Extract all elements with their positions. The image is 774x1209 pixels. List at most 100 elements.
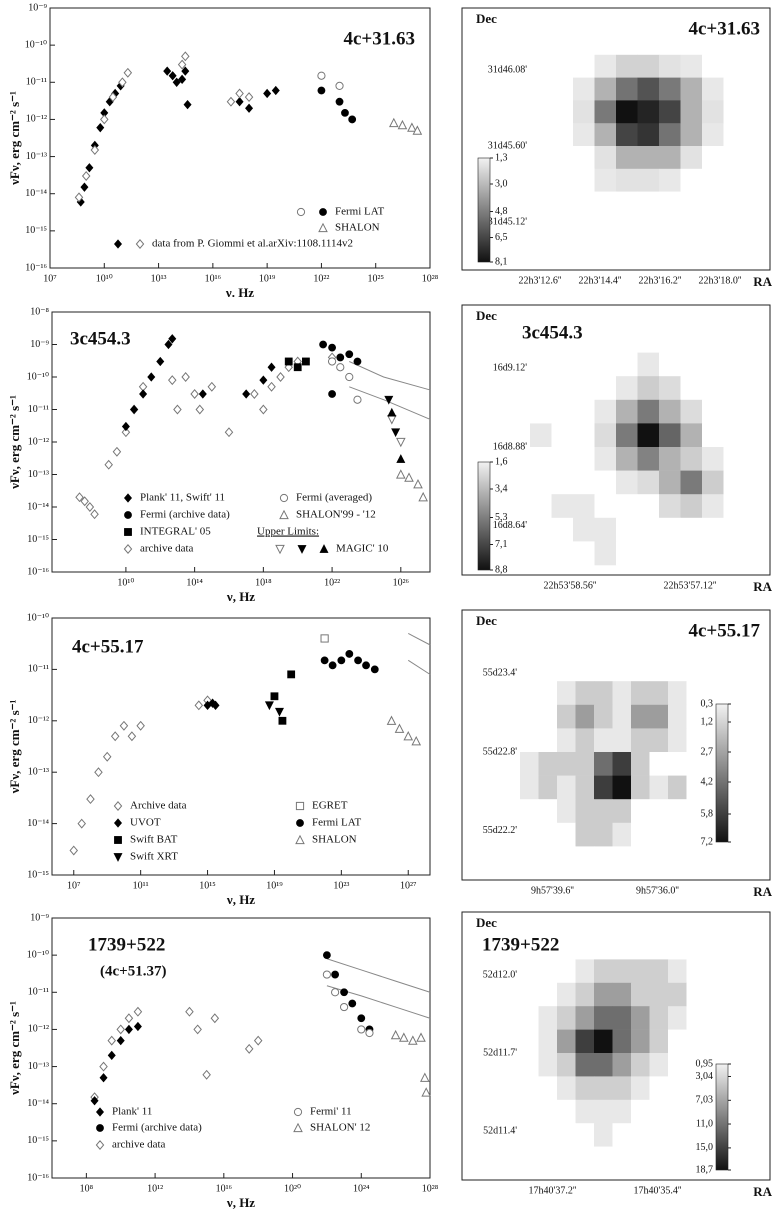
y-tick-label: 10⁻¹⁰ [25,39,47,50]
map-cell [613,705,632,729]
marker [328,358,335,365]
map-cell [638,541,660,565]
map-cell [659,214,681,237]
map-cell [595,423,617,447]
marker [337,364,344,371]
map-cell [668,1006,687,1030]
map-cell [557,936,576,960]
marker [112,732,119,740]
y-tick-label: 10⁻¹¹ [28,664,49,675]
marker [184,100,191,108]
map-cell [668,1147,687,1171]
map-cell [576,634,595,658]
model-curve [349,361,430,389]
colorbar-label: 7,03 [696,1095,714,1106]
map-cell [668,634,687,658]
colorbar-label: 0,3 [701,698,714,709]
colorbar-label: 3,04 [696,1071,714,1082]
map-cell [613,1030,632,1054]
map-cell [631,846,650,870]
map-cell [724,494,746,518]
figure: 10⁷10¹⁰10¹³10¹⁶10¹⁹10²²10²⁵10²⁸10⁻¹⁶10⁻¹… [0,0,774,1209]
y-tick-label: 10⁻¹⁴ [25,188,47,199]
map-cell [702,541,724,565]
marker [100,1074,107,1082]
map-cell [595,78,617,101]
colorbar [478,158,490,262]
map-cell [552,214,574,237]
x-axis-label: RA [753,579,772,594]
map-cell [613,799,632,823]
x-tick-label: 10²⁴ [353,1183,370,1194]
x-tick-label: 10¹⁶ [205,273,222,284]
map-cell [530,237,552,260]
y-tick-label: 10⁻⁹ [30,912,49,923]
map-cell [530,146,552,169]
marker [388,416,396,424]
marker [392,1031,400,1039]
map-cell [520,846,539,870]
map-cell [530,123,552,146]
colorbar-label: 5,8 [701,808,714,819]
marker [349,116,356,123]
map-cell [650,1030,669,1054]
map-cell [613,681,632,705]
map-cell [659,471,681,495]
map-cell [681,169,703,192]
marker [388,408,396,416]
map-cell [552,100,574,123]
marker [125,1025,132,1033]
marker [414,480,422,488]
x-tick-label: 10¹⁰ [117,577,134,588]
map-cell [576,728,595,752]
map-cell [616,471,638,495]
marker [78,819,85,827]
map-cell [552,169,574,192]
x-tick-label: 9h57'36.0'' [636,885,679,896]
map-cell [681,100,703,123]
legend-label: Plank' 11, Swift' 11 [140,492,225,504]
map-cell [539,1100,558,1124]
map-cell [631,705,650,729]
map-cell [631,1076,650,1100]
map-cell [576,959,595,983]
marker [95,768,102,776]
map-cell [616,447,638,471]
y-tick-label: 10⁻¹² [28,436,49,447]
legend-marker [296,836,304,844]
map-cell [573,400,595,424]
map-cell [659,541,681,565]
marker [412,737,420,745]
x-tick-label: 10²⁵ [367,273,383,284]
marker [419,493,427,501]
marker [100,1062,107,1070]
legend-label: Fermi' 11 [310,1106,352,1118]
map-cell [638,123,660,146]
map-cell [552,146,574,169]
map-cell [520,705,539,729]
map-cell [616,518,638,542]
map-cell [557,1123,576,1147]
map-cell [631,1030,650,1054]
map-cell [724,471,746,495]
marker [354,358,361,365]
map-cell [702,494,724,518]
marker [346,351,353,358]
map-cell [668,1123,687,1147]
marker [302,358,309,365]
map-cell [681,78,703,101]
map-cell [557,1006,576,1030]
map-cell [573,146,595,169]
y-tick-label: 55d22.2' [483,825,518,836]
marker [277,373,284,381]
legend-marker [276,545,284,553]
y-tick-label: 10⁻¹⁰ [27,949,49,960]
map-cell [724,353,746,377]
map-cell [659,192,681,215]
map-cell [616,146,638,169]
x-axis-label: ν, Hz [226,589,255,604]
plot-frame [52,918,430,1178]
x-tick-label: 10²³ [333,880,349,891]
x-tick-label: 10¹⁹ [266,880,283,891]
map-cell [552,32,574,55]
